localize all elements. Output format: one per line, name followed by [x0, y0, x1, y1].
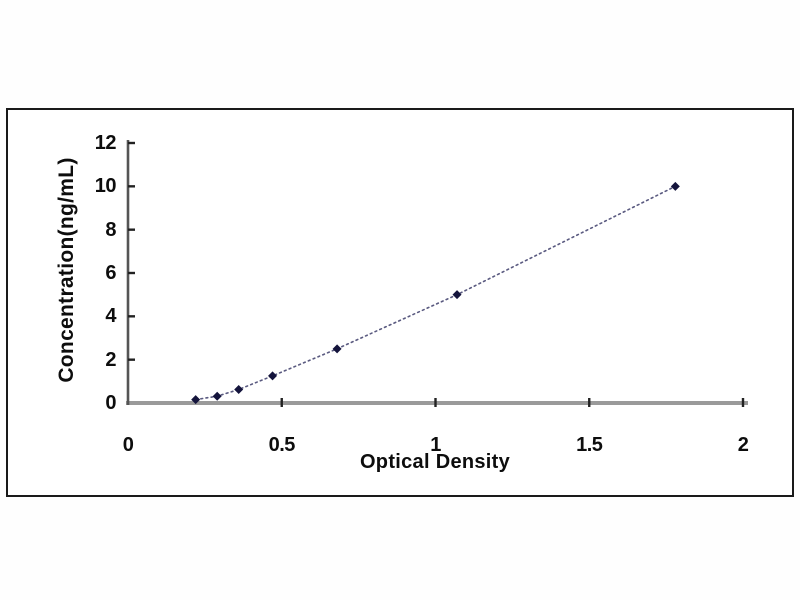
- plot-area: [126, 140, 748, 407]
- data-point-marker: [452, 290, 462, 300]
- y-tick-label: 2: [105, 348, 116, 371]
- x-tick-label: 1.5: [576, 434, 603, 456]
- y-tick-label: 12: [94, 132, 117, 154]
- data-point-marker: [191, 395, 201, 405]
- standard-curve-line: [194, 185, 677, 401]
- data-point-marker: [332, 344, 342, 354]
- y-tick-label: 8: [105, 218, 116, 241]
- y-tick-label: 6: [105, 262, 116, 284]
- data-point-marker: [212, 391, 222, 401]
- y-tick-label: 4: [105, 305, 116, 328]
- data-point-marker: [234, 384, 244, 394]
- x-tick-label: 0: [122, 434, 134, 456]
- x-tick-label: 1: [430, 434, 441, 456]
- x-axis-title: Optical Density: [359, 451, 511, 473]
- x-tick-label: 2: [737, 434, 749, 456]
- y-tick-label: 0: [105, 392, 116, 414]
- x-tick-label: 0.5: [268, 434, 296, 456]
- data-point-marker: [670, 181, 680, 191]
- y-tick-label: 10: [94, 175, 117, 198]
- data-point-marker: [268, 371, 278, 381]
